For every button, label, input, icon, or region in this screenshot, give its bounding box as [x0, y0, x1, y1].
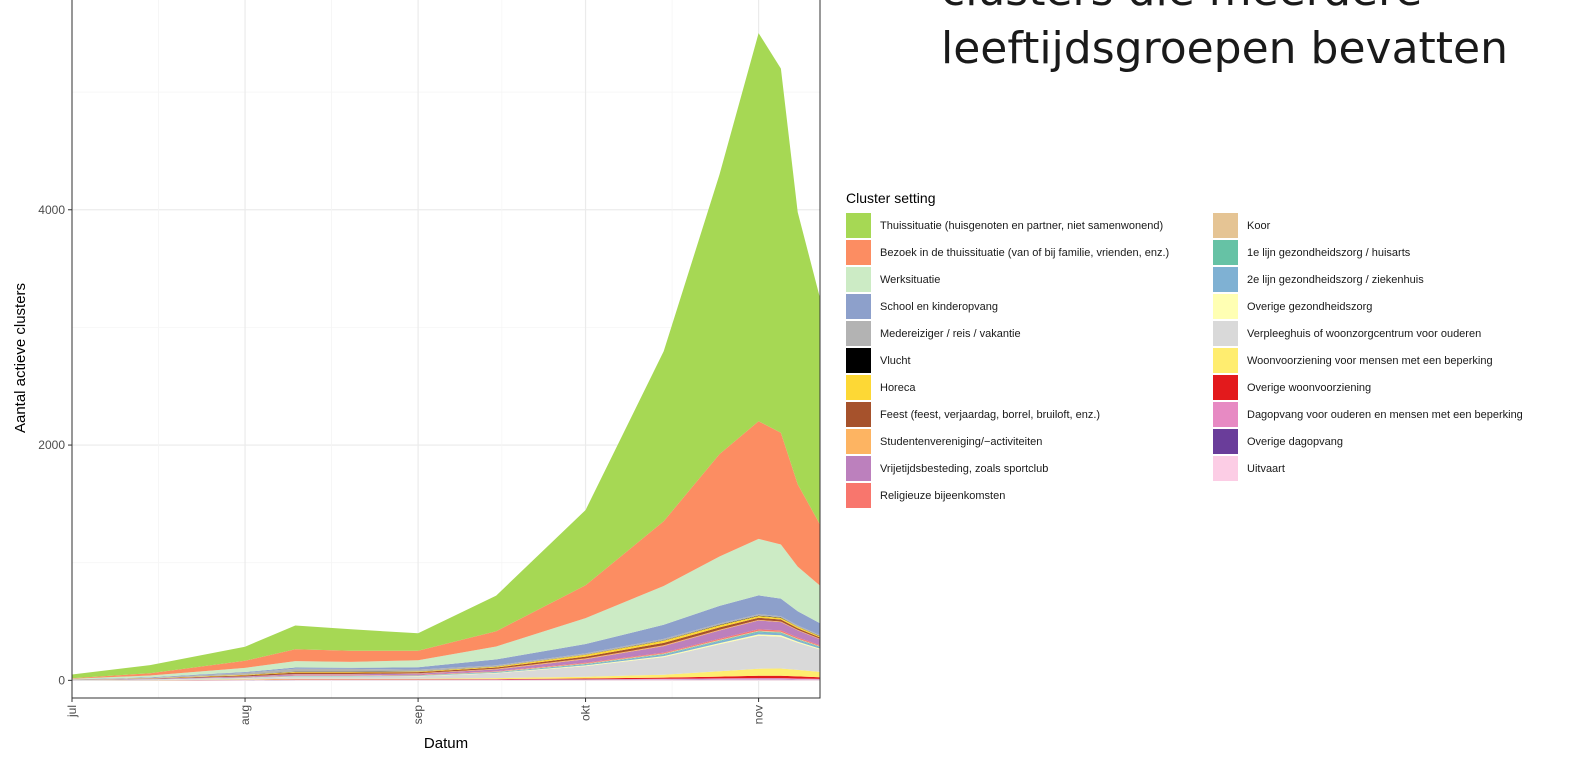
x-tick-label: nov	[752, 705, 766, 724]
legend-label: 1e lijn gezondheidszorg / huisarts	[1247, 246, 1411, 259]
legend-swatch	[846, 267, 871, 292]
y-axis-ticks: 0 2000 4000	[38, 203, 72, 687]
legend-swatch	[846, 321, 871, 346]
legend-item: Feest (feest, verjaardag, borrel, bruilo…	[846, 401, 1207, 428]
area-series	[72, 675, 820, 681]
legend-label: Thuissituatie (huisgenoten en partner, n…	[880, 219, 1164, 232]
legend-swatch	[1213, 321, 1238, 346]
legend-swatch	[1213, 267, 1238, 292]
legend-item: Medereiziger / reis / vakantie	[846, 320, 1207, 347]
legend-swatch	[1213, 213, 1238, 238]
legend-label: Uitvaart	[1247, 462, 1285, 475]
legend-item: Religieuze bijeenkomsten	[846, 482, 1207, 509]
legend-label: Overige gezondheidszorg	[1247, 300, 1373, 313]
legend-label: Studentenvereniging/−activiteiten	[880, 435, 1043, 448]
legend-item: School en kinderopvang	[846, 293, 1207, 320]
plot-frame	[71, 0, 821, 699]
legend-column-left: Thuissituatie (huisgenoten en partner, n…	[846, 212, 1207, 509]
legend-label: Overige dagopvang	[1247, 435, 1344, 448]
legend-swatch	[846, 294, 871, 319]
legend-item: Thuissituatie (huisgenoten en partner, n…	[846, 212, 1207, 239]
x-axis-title: Datum	[424, 735, 468, 752]
legend-item: Vrijetijdsbesteding, zoals sportclub	[846, 455, 1207, 482]
y-tick-label: 4000	[38, 203, 65, 217]
legend-item: Bezoek in de thuissituatie (van of bij f…	[846, 239, 1207, 266]
legend-swatch	[1213, 294, 1238, 319]
area-series	[72, 678, 820, 681]
area-series	[72, 679, 820, 681]
stacked-areas	[72, 33, 820, 681]
legend-label: Vlucht	[880, 354, 911, 367]
legend-swatch	[1213, 429, 1238, 454]
legend-swatch	[846, 456, 871, 481]
legend-item: Uitvaart	[1213, 455, 1523, 482]
legend-title: Cluster setting	[846, 190, 936, 206]
legend-item: Werksituatie	[846, 266, 1207, 293]
legend-item: Woonvoorziening voor mensen met een bepe…	[1213, 347, 1523, 374]
legend-item: 2e lijn gezondheidszorg / ziekenhuis	[1213, 266, 1523, 293]
legend-label: Vrijetijdsbesteding, zoals sportclub	[880, 462, 1049, 475]
x-tick-label: sep	[411, 705, 425, 725]
legend-label: Feest (feest, verjaardag, borrel, bruilo…	[880, 408, 1101, 421]
x-tick-label: jul	[65, 705, 79, 718]
legend-swatch	[1213, 402, 1238, 427]
x-tick-label: aug	[238, 705, 252, 725]
legend-item: Overige dagopvang	[1213, 428, 1523, 455]
legend-item: Horeca	[846, 374, 1207, 401]
area-series	[72, 421, 820, 679]
legend-label: Werksituatie	[880, 273, 941, 286]
legend-label: Dagopvang voor ouderen en mensen met een…	[1247, 408, 1523, 421]
legend-label: Woonvoorziening voor mensen met een bepe…	[1247, 354, 1493, 367]
legend-item: Koor	[1213, 212, 1523, 239]
y-axis-title: Aantal actieve clusters	[12, 283, 29, 433]
x-axis-ticks: jul aug sep okt nov	[65, 698, 766, 725]
y-tick-label: 2000	[38, 438, 65, 452]
legend-label: Overige woonvoorziening	[1247, 381, 1372, 394]
slide-title: clusters die meerdere leeftijdsgroepen b…	[941, 0, 1591, 78]
legend-swatch	[846, 429, 871, 454]
legend-swatch	[846, 402, 871, 427]
legend-label: Bezoek in de thuissituatie (van of bij f…	[880, 246, 1170, 259]
legend-swatch	[1213, 375, 1238, 400]
legend-label: Verpleeghuis of woonzorgcentrum voor oud…	[1247, 327, 1482, 340]
legend-item: Dagopvang voor ouderen en mensen met een…	[1213, 401, 1523, 428]
slide-title-line-1: clusters die meerdere	[941, 0, 1591, 20]
legend-swatch	[1213, 348, 1238, 373]
legend-swatch	[846, 240, 871, 265]
legend-swatch	[846, 375, 871, 400]
area-series	[72, 538, 820, 680]
legend-label: 2e lijn gezondheidszorg / ziekenhuis	[1247, 273, 1424, 286]
legend-column-right: Koor 1e lijn gezondheidszorg / huisarts 2e…	[1213, 212, 1523, 509]
legend-swatch	[846, 483, 871, 508]
area-series	[72, 33, 820, 679]
legend: Cluster setting Thuissituatie (huisgenot…	[846, 190, 1523, 509]
legend-label: Religieuze bijeenkomsten	[880, 489, 1006, 502]
legend-item: Overige gezondheidszorg	[1213, 293, 1523, 320]
area-series	[72, 632, 820, 681]
legend-label: Koor	[1247, 219, 1271, 232]
area-series	[72, 635, 820, 681]
area-series	[72, 620, 820, 681]
legend-item: 1e lijn gezondheidszorg / huisarts	[1213, 239, 1523, 266]
legend-item: Verpleeghuis of woonzorgcentrum voor oud…	[1213, 320, 1523, 347]
legend-item: Overige woonvoorziening	[1213, 374, 1523, 401]
legend-label: School en kinderopvang	[880, 300, 999, 313]
legend-swatch	[846, 213, 871, 238]
slide-title-line-2: leeftijdsgroepen bevatten	[941, 23, 1509, 74]
area-series	[72, 668, 820, 681]
legend-item: Vlucht	[846, 347, 1207, 374]
stacked-area-chart: 0 2000 4000 jul aug sep okt nov Datum Aantal a…	[12, 0, 821, 752]
legend-swatch	[846, 348, 871, 373]
x-tick-label: okt	[579, 704, 593, 721]
legend-swatch	[1213, 240, 1238, 265]
area-series	[72, 678, 820, 681]
legend-swatch	[1213, 456, 1238, 481]
legend-item: Studentenvereniging/−activiteiten	[846, 428, 1207, 455]
area-series	[72, 595, 820, 680]
y-tick-label: 0	[58, 673, 65, 687]
legend-label: Medereiziger / reis / vakantie	[880, 327, 1021, 340]
legend-label: Horeca	[880, 381, 916, 394]
